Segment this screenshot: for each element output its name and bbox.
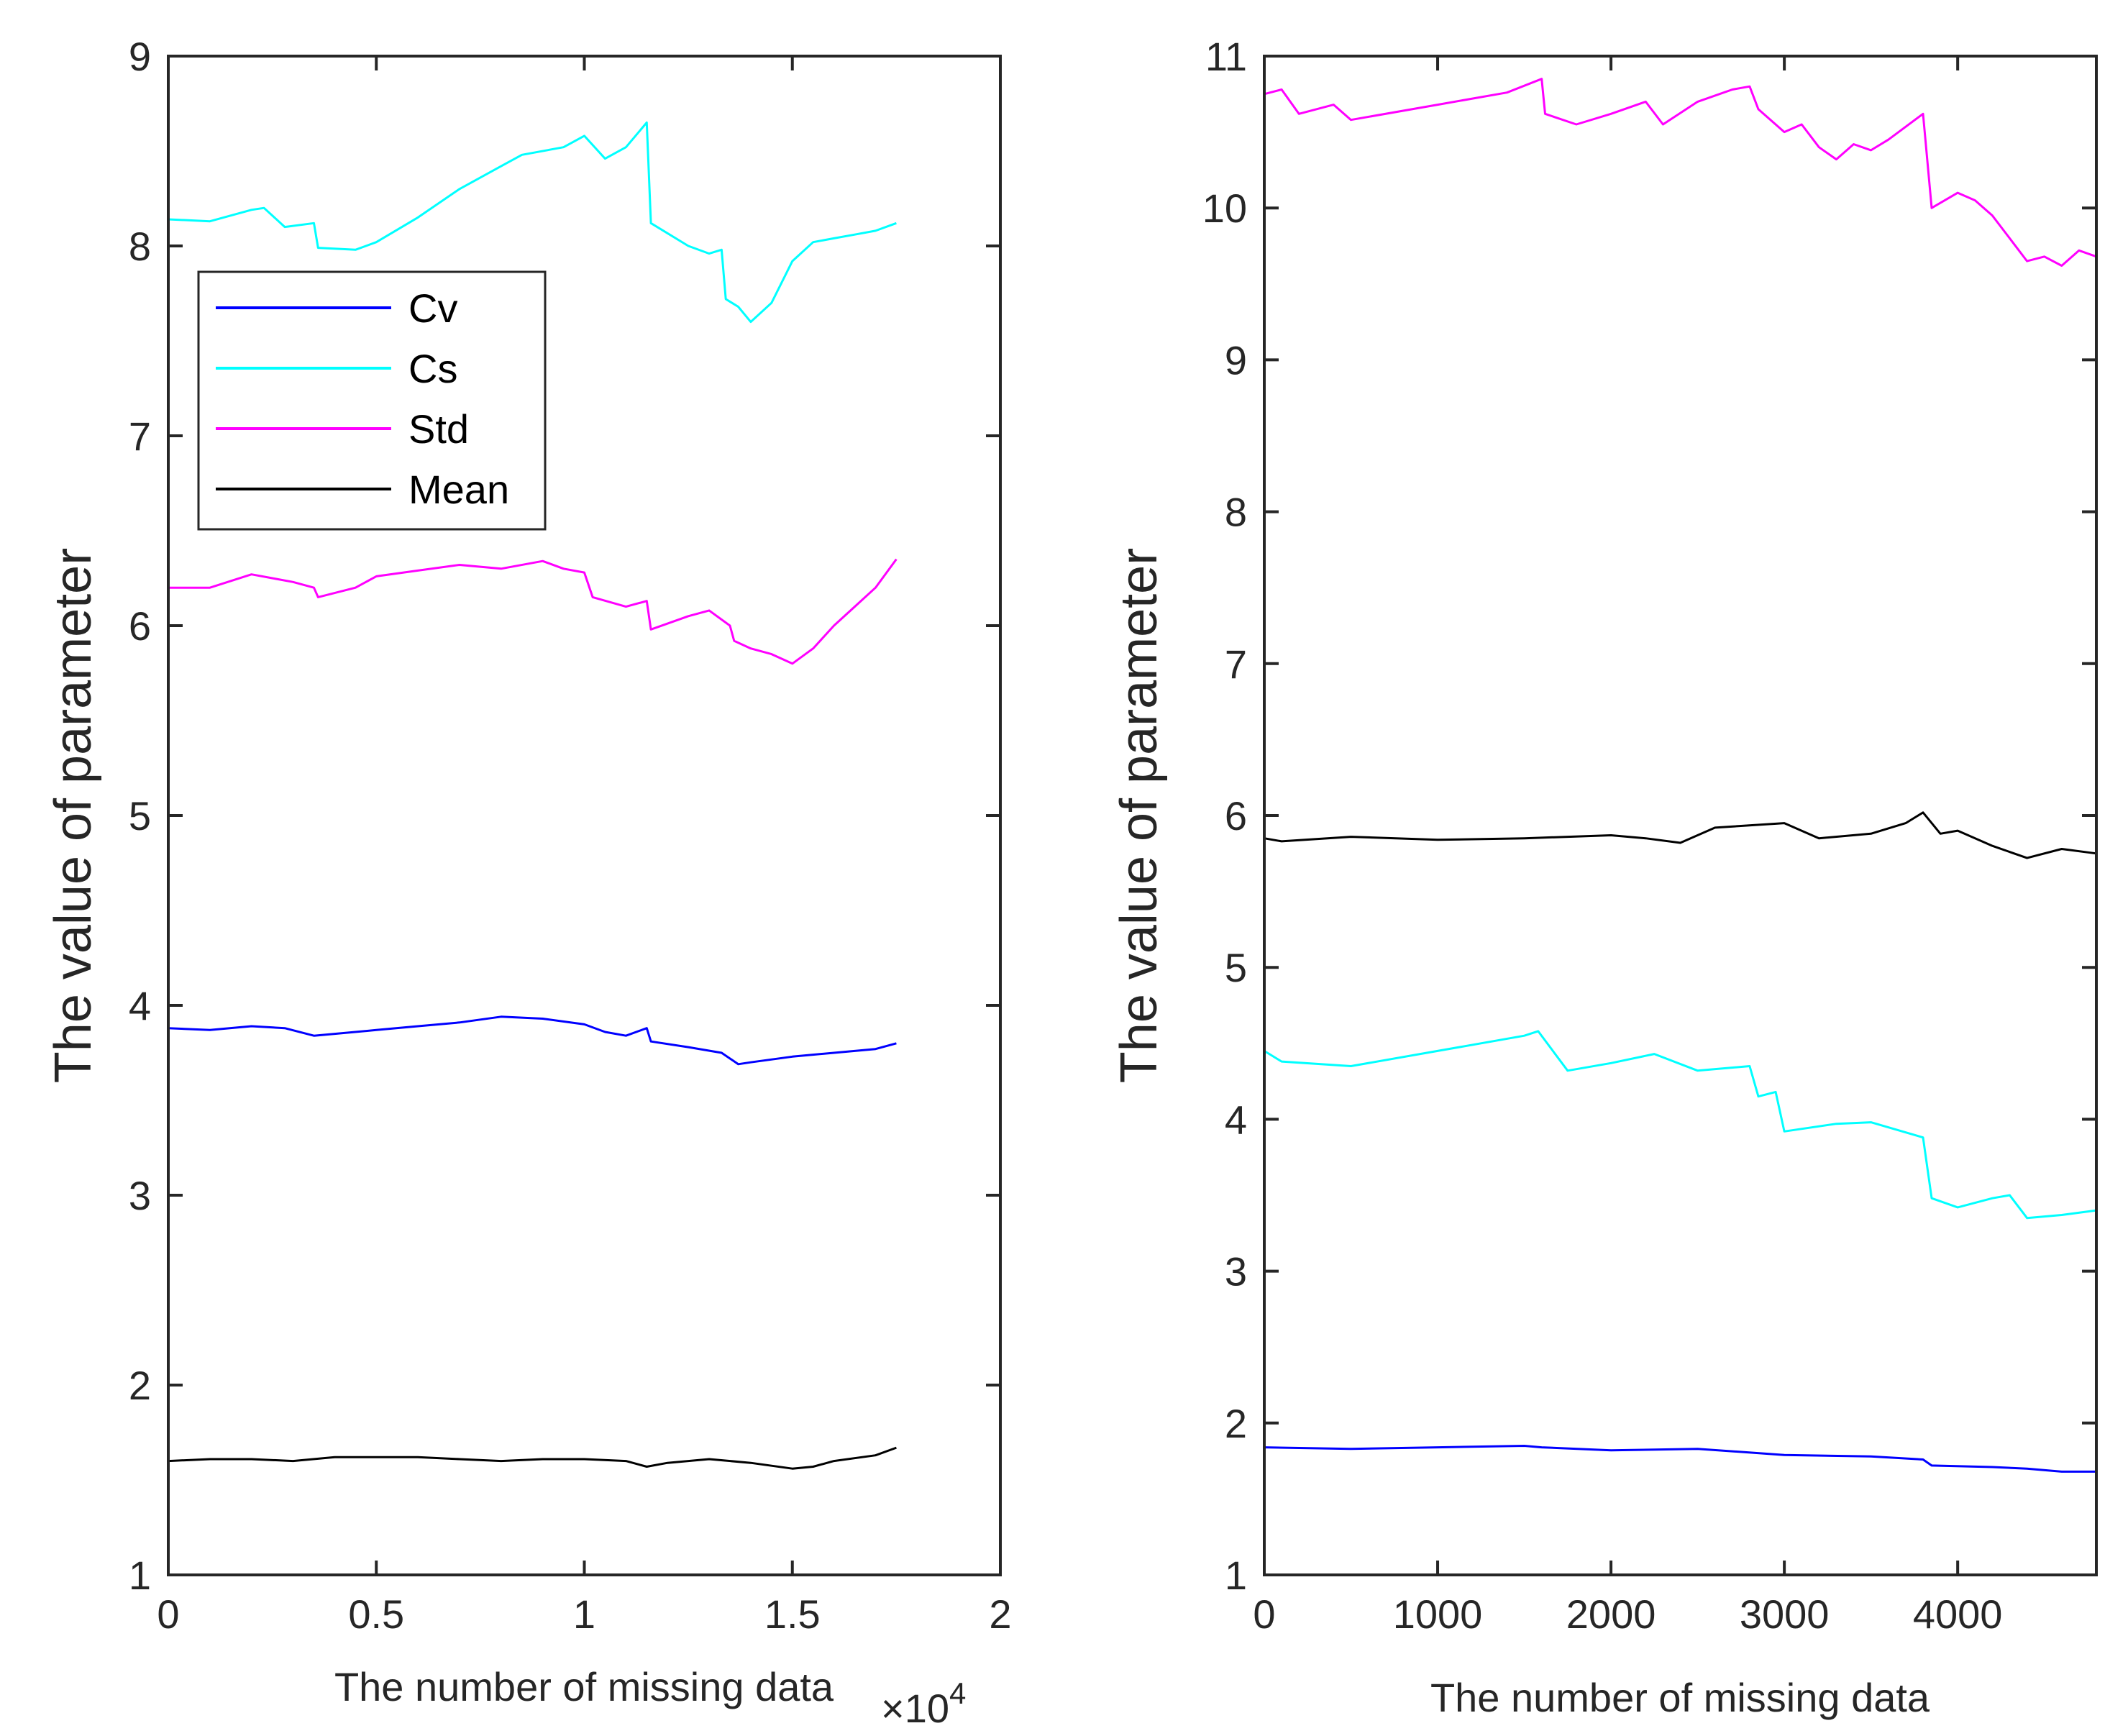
right-ytick-label: 2 — [1225, 1401, 1247, 1446]
left-ticks-group: 0 0.5 1 1.5 2 1 2 3 4 5 6 7 8 9 — [129, 34, 1012, 1637]
legend-label-mean: Mean — [408, 467, 509, 512]
left-ytick-label: 1 — [129, 1553, 151, 1598]
left-ytick-label: 5 — [129, 793, 151, 839]
right-ytick-label: 9 — [1225, 337, 1247, 383]
left-ytick-label: 7 — [129, 414, 151, 459]
right-series-cv — [1264, 1445, 2096, 1473]
left-xtick-label: 2 — [989, 1591, 1011, 1637]
left-series-group — [168, 121, 898, 1470]
legend-label-cv: Cv — [408, 285, 457, 331]
right-ticks-group: 0 1000 2000 3000 4000 1 2 3 4 5 6 7 8 9 10 11 — [1202, 34, 2096, 1637]
right-ytick-label: 3 — [1225, 1249, 1247, 1294]
right-series-group — [1264, 78, 2097, 1473]
left-series-cv — [168, 1015, 897, 1066]
left-xtick-label: 0 — [157, 1591, 179, 1637]
left-x-exponent: ×104 — [881, 1676, 966, 1731]
right-series-mean — [1264, 811, 2097, 859]
right-ylabel: The value of parameter — [1110, 548, 1168, 1083]
left-xtick-label: 1.5 — [764, 1591, 821, 1637]
left-xtick-label: 0.5 — [348, 1591, 404, 1637]
right-ytick-label: 8 — [1225, 490, 1247, 535]
left-ytick-label: 2 — [129, 1363, 151, 1408]
right-ytick-label: 5 — [1225, 945, 1247, 990]
right-xtick-label: 2000 — [1566, 1591, 1656, 1637]
left-ytick-label: 9 — [129, 34, 151, 79]
left-x-exponent-power: 4 — [949, 1676, 966, 1710]
left-ytick-label: 4 — [129, 983, 151, 1028]
right-xtick-label: 3000 — [1740, 1591, 1830, 1637]
legend-label-cs: Cs — [408, 346, 457, 391]
left-ylabel: The value of parameter — [45, 548, 102, 1083]
right-series-std — [1264, 78, 2097, 267]
right-plot-frame — [1263, 55, 2098, 1576]
right-panel: 0 1000 2000 3000 4000 1 2 3 4 5 6 7 8 9 10 11 The numbe… — [1110, 34, 2098, 1720]
right-series-cs — [1264, 1030, 2097, 1220]
left-series-mean — [168, 1446, 897, 1470]
right-xtick-label: 0 — [1253, 1591, 1275, 1637]
left-ytick-label: 3 — [129, 1173, 151, 1218]
left-ytick-label: 8 — [129, 224, 151, 269]
legend-label-std: Std — [408, 406, 469, 452]
left-series-std — [168, 558, 898, 665]
right-ytick-label: 6 — [1225, 793, 1247, 839]
right-ytick-label: 4 — [1225, 1097, 1247, 1142]
left-xlabel: The number of missing data — [334, 1664, 834, 1709]
left-xtick-label: 1 — [573, 1591, 595, 1637]
left-x-exponent-base: ×10 — [881, 1686, 949, 1731]
legend: Cv Cs Std Mean — [197, 270, 547, 531]
legend-box — [197, 270, 547, 531]
right-ytick-label: 1 — [1225, 1553, 1247, 1598]
right-ytick-label: 11 — [1205, 34, 1247, 79]
left-series-cs — [168, 121, 897, 324]
right-xtick-label: 1000 — [1393, 1591, 1483, 1637]
right-xlabel: The number of missing data — [1430, 1675, 1930, 1720]
right-xtick-label: 4000 — [1913, 1591, 2003, 1637]
right-ytick-label: 10 — [1202, 186, 1247, 231]
left-panel: 0 0.5 1 1.5 2 1 2 3 4 5 6 7 8 9 The number of missing… — [45, 34, 1012, 1731]
left-ytick-label: 6 — [129, 603, 151, 649]
right-ytick-label: 7 — [1225, 641, 1247, 687]
